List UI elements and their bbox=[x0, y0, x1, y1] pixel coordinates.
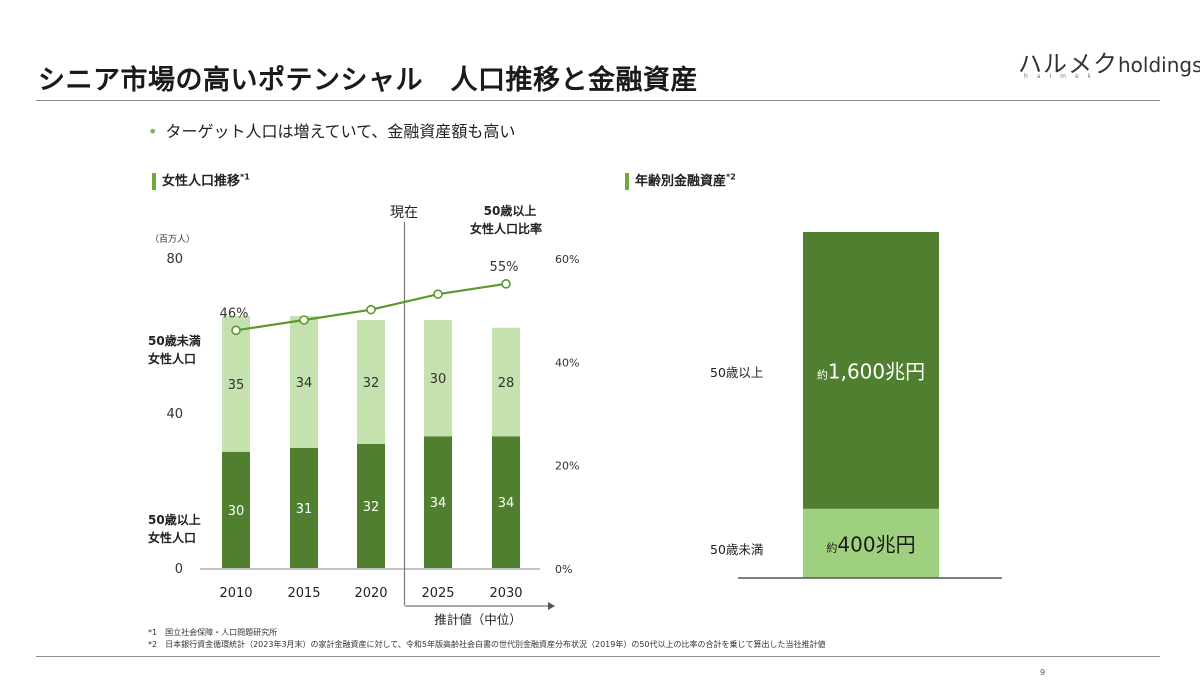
y2-axis-tick-label: 0% bbox=[555, 563, 572, 576]
bar-over50 bbox=[290, 447, 318, 568]
estimate-label: 推計値（中位） bbox=[434, 612, 522, 627]
bar-value-label: 34 bbox=[498, 496, 515, 511]
ratio-point bbox=[501, 279, 511, 289]
y-axis-tick-label: 80 bbox=[166, 252, 183, 267]
bar-value-label: 31 bbox=[296, 502, 313, 517]
estimate-arrow-head bbox=[548, 602, 555, 610]
assets-value-label: 約400兆円 bbox=[826, 532, 915, 556]
y2-axis-tick-label: 40% bbox=[555, 356, 579, 369]
bar-value-label: 34 bbox=[430, 496, 447, 511]
x-axis-tick-label: 2025 bbox=[421, 586, 454, 601]
page-number: 9 bbox=[1040, 668, 1046, 677]
ratio-legend-line1: 50歳以上 bbox=[483, 204, 537, 218]
population-section-title: 女性人口推移*1 bbox=[152, 170, 250, 190]
bar-under50 bbox=[222, 316, 250, 452]
footnotes: *1 国立社会保障・人口問題研究所 *2 日本銀行資金循環統計（2023年3月末… bbox=[148, 627, 826, 651]
now-label: 現在 bbox=[390, 205, 418, 221]
ratio-value-label: 46% bbox=[220, 306, 249, 321]
population-title-text: 女性人口推移 bbox=[162, 174, 241, 189]
logo-en: holdings bbox=[1118, 53, 1200, 77]
unit-label: （百万人） bbox=[150, 235, 196, 245]
assets-value-label: 約1,600兆円 bbox=[817, 359, 925, 383]
assets-over50-label: 50歳以上 bbox=[710, 365, 764, 380]
y-axis-tick-label: 40 bbox=[166, 407, 183, 422]
key-message: • ターゲット人口は増えていて、金融資産額も高い bbox=[148, 118, 515, 142]
bar-value-label: 30 bbox=[228, 504, 245, 519]
bar-value-label: 34 bbox=[296, 376, 313, 391]
x-axis-tick-label: 2020 bbox=[354, 586, 387, 601]
assets-under50-label: 50歳未満 bbox=[710, 542, 764, 557]
footnote-2: *2 日本銀行資金循環統計（2023年3月末）の家計金融資産に対して、令和5年版… bbox=[148, 640, 826, 649]
bar-over50 bbox=[357, 444, 385, 568]
bar-over50 bbox=[222, 451, 250, 568]
page-title: シニア市場の高いポテンシャル 人口推移と金融資産 bbox=[38, 65, 698, 96]
logo-jp: ハルメク bbox=[1018, 50, 1118, 78]
ratio-point bbox=[231, 325, 241, 336]
bullet-dot-icon: • bbox=[148, 122, 158, 141]
bar-over50 bbox=[492, 436, 520, 568]
y2-axis-tick-label: 20% bbox=[555, 460, 579, 473]
ratio-legend-line2: 女性人口比率 bbox=[470, 222, 543, 236]
ratio-point bbox=[299, 315, 309, 325]
bar-under50 bbox=[357, 320, 385, 444]
assets-note-mark: *2 bbox=[726, 172, 736, 182]
bar-value-label: 30 bbox=[430, 372, 447, 387]
y2-axis-tick-label: 60% bbox=[555, 253, 579, 266]
ratio-point bbox=[433, 289, 443, 299]
assets-bar-under50 bbox=[803, 508, 939, 578]
x-axis-tick-label: 2010 bbox=[219, 586, 252, 601]
section-accent-bar bbox=[625, 173, 629, 190]
assets-section-title: 年齢別金融資産*2 bbox=[625, 170, 736, 190]
ratio-legend: 50歳以上 女性人口比率 bbox=[470, 202, 542, 238]
population-note-mark: *1 bbox=[240, 172, 250, 182]
bar-under50 bbox=[290, 316, 318, 448]
bar-under50 bbox=[492, 327, 520, 437]
bar-value-label: 32 bbox=[363, 500, 380, 515]
bar-over50 bbox=[424, 436, 452, 568]
section-accent-bar bbox=[152, 173, 156, 190]
y-axis-tick-label: 0 bbox=[175, 562, 183, 577]
under50-legend-line2: 女性人口 bbox=[148, 352, 197, 366]
x-axis-tick-label: 2030 bbox=[489, 586, 522, 601]
bar-value-label: 28 bbox=[498, 376, 515, 391]
x-axis-tick-label: 2015 bbox=[287, 586, 320, 601]
assets-title-text: 年齢別金融資産 bbox=[635, 174, 727, 189]
under50-population-legend: 50歳未満 女性人口 bbox=[148, 332, 201, 368]
key-message-text: ターゲット人口は増えていて、金融資産額も高い bbox=[165, 122, 516, 141]
bar-value-label: 35 bbox=[228, 378, 245, 393]
ratio-value-label: 55% bbox=[490, 260, 519, 275]
assets-bar-over50 bbox=[803, 232, 939, 509]
over50-legend-line2: 女性人口 bbox=[148, 531, 197, 545]
footnote-1: *1 国立社会保障・人口問題研究所 bbox=[148, 628, 278, 637]
company-logo: ハルメクholdings bbox=[1018, 44, 1200, 79]
over50-legend-line1: 50歳以上 bbox=[148, 513, 201, 527]
footer-divider bbox=[36, 656, 1160, 657]
bar-under50 bbox=[424, 320, 452, 437]
logo-subtext: halmek bbox=[1024, 73, 1101, 80]
bar-value-label: 32 bbox=[363, 376, 380, 391]
header-divider bbox=[36, 100, 1160, 101]
over50-population-legend: 50歳以上 女性人口 bbox=[148, 511, 201, 547]
ratio-point bbox=[366, 304, 376, 315]
under50-legend-line1: 50歳未満 bbox=[148, 334, 201, 348]
